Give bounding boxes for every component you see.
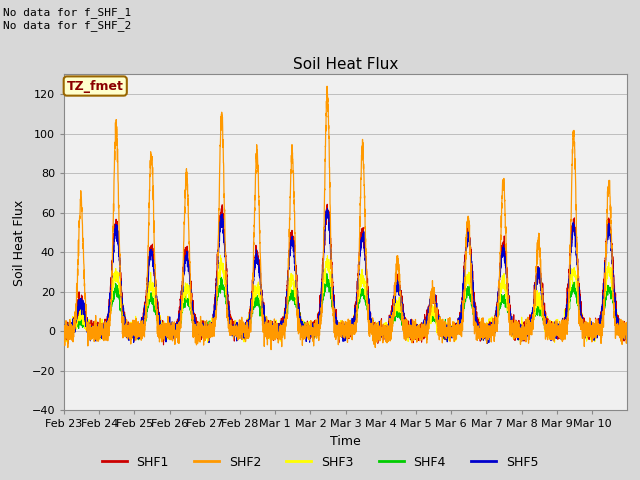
SHF5: [500, 252, 508, 258]
SHF3: [397, 308, 404, 314]
SHF2: [500, 187, 508, 192]
SHF2: [268, 347, 275, 352]
SHF5: [623, 324, 631, 330]
SHF5: [543, 324, 550, 330]
SHF4: [177, 309, 184, 314]
SHF2: [177, 325, 184, 331]
SHF3: [367, 319, 374, 325]
SHF4: [623, 333, 631, 338]
SHF5: [397, 300, 404, 305]
SHF3: [516, 340, 524, 346]
SHF2: [528, 316, 536, 322]
SHF4: [60, 324, 68, 330]
Line: SHF2: SHF2: [64, 86, 627, 349]
SHF5: [324, 206, 332, 212]
SHF1: [159, 342, 167, 348]
Line: SHF1: SHF1: [64, 204, 627, 345]
SHF4: [367, 316, 374, 322]
SHF5: [60, 323, 68, 328]
SHF3: [216, 252, 224, 258]
SHF3: [623, 328, 631, 334]
SHF4: [323, 271, 331, 276]
SHF1: [623, 334, 631, 339]
SHF2: [323, 84, 331, 89]
SHF1: [323, 201, 331, 207]
SHF3: [60, 325, 68, 331]
SHF2: [397, 296, 404, 302]
SHF2: [623, 321, 631, 327]
SHF5: [483, 340, 491, 346]
SHF4: [543, 319, 550, 324]
SHF5: [367, 320, 374, 325]
Line: SHF4: SHF4: [64, 274, 627, 340]
SHF2: [60, 336, 68, 342]
X-axis label: Time: Time: [330, 435, 361, 448]
SHF5: [528, 312, 536, 318]
SHF1: [367, 319, 374, 325]
SHF1: [543, 315, 550, 321]
Title: Soil Heat Flux: Soil Heat Flux: [293, 57, 398, 72]
Line: SHF5: SHF5: [64, 209, 627, 343]
SHF5: [177, 305, 184, 311]
Legend: SHF1, SHF2, SHF3, SHF4, SHF5: SHF1, SHF2, SHF3, SHF4, SHF5: [97, 451, 543, 474]
SHF1: [397, 290, 404, 296]
Text: No data for f_SHF_1
No data for f_SHF_2: No data for f_SHF_1 No data for f_SHF_2: [3, 7, 131, 31]
SHF3: [543, 323, 550, 329]
Line: SHF3: SHF3: [64, 255, 627, 343]
SHF4: [447, 337, 454, 343]
SHF1: [528, 311, 536, 316]
SHF2: [367, 322, 374, 328]
SHF4: [528, 325, 536, 331]
SHF1: [500, 247, 508, 252]
SHF1: [177, 294, 185, 300]
SHF4: [500, 297, 508, 302]
Text: TZ_fmet: TZ_fmet: [67, 80, 124, 93]
SHF3: [500, 286, 508, 292]
SHF3: [528, 313, 536, 319]
SHF1: [60, 329, 68, 335]
SHF3: [177, 307, 184, 312]
Y-axis label: Soil Heat Flux: Soil Heat Flux: [13, 199, 26, 286]
SHF4: [397, 317, 404, 323]
SHF2: [543, 327, 550, 333]
